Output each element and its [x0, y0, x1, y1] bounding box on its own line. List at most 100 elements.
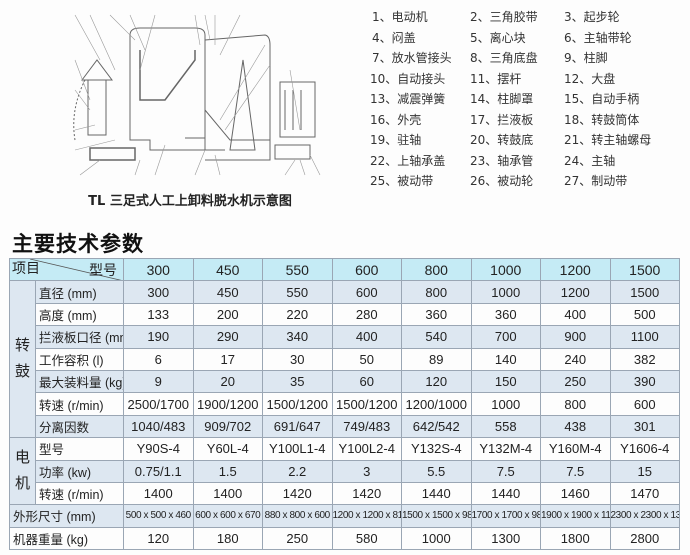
part-item: 20、转鼓底 — [470, 133, 534, 147]
part-item: 10、自动接头 — [370, 71, 446, 86]
cell-value: Y1606-4 — [609, 437, 680, 461]
model-header: 550 — [262, 257, 333, 282]
part-item: 24、主轴 — [564, 153, 616, 168]
row-label: 转速 (r/min) — [35, 481, 124, 506]
model-header: 300 — [123, 257, 194, 282]
cell-value: 438 — [540, 414, 611, 439]
part-item: 15、自动手柄 — [564, 92, 640, 106]
cell-value: 30 — [262, 347, 333, 371]
cell-value: 50 — [331, 347, 402, 371]
row-label: 工作容积 (l) — [35, 347, 124, 371]
part-item: 8、三角底盘 — [470, 51, 538, 65]
model-header: 1200 — [540, 257, 611, 282]
part-item: 14、柱脚罩 — [470, 92, 534, 106]
cell-value: 390 — [609, 369, 680, 394]
cell-value: Y60L-4 — [192, 437, 263, 461]
cell-value: 7.5 — [540, 459, 611, 483]
cell-value: 1440 — [470, 481, 541, 506]
cell-value: 700 — [470, 325, 541, 349]
cell-value: 340 — [262, 325, 333, 349]
cell-value: 150 — [470, 369, 541, 394]
cell-value: 2500/1700 — [123, 392, 194, 416]
cell-value: 1200/1000 — [401, 392, 472, 416]
cell-value: 200 — [192, 302, 263, 327]
part-item: 13、减震弹簧 — [370, 92, 446, 106]
header-row: 项目 型号 300 450 550 600 800 1000 1200 1500 — [9, 257, 680, 282]
cell-value: 500 x 500 x 460 — [123, 504, 194, 528]
corner-model-label: 型号 — [89, 262, 117, 278]
cell-value: 800 — [540, 392, 611, 416]
table-row: 高度 (mm) 133 200 220 280 360 360 400 500 — [10, 302, 680, 327]
part-item: 23、轴承管 — [470, 153, 534, 168]
cell-value: 2800 — [609, 526, 680, 551]
cell-value: 1000 — [401, 526, 472, 551]
cell-value: 600 x 600 x 670 — [192, 504, 263, 528]
group-label: 转鼓 — [9, 280, 36, 439]
cell-value: 7.5 — [470, 459, 541, 483]
cell-value: 450 — [192, 280, 263, 304]
row-label: 拦液板口径 (mm) — [35, 325, 124, 349]
cell-value: 580 — [331, 526, 402, 551]
technical-parameters-table: 项目 型号 300 450 550 600 800 1000 1200 1500 转鼓直径 (mm)… — [9, 257, 680, 551]
cell-value: 1500 x 1500 x 980 — [401, 504, 472, 528]
cell-value: 220 — [262, 302, 333, 327]
cell-value: 1440 — [401, 481, 472, 506]
cell-value: 600 — [331, 280, 402, 304]
cell-value: 2.2 — [262, 459, 333, 483]
part-item: 1、电动机 — [372, 10, 428, 24]
table-row: 分离因数 1040/483 909/702 691/647 749/483 642/542… — [10, 414, 680, 439]
part-item: 21、转主轴螺母 — [564, 133, 652, 147]
cell-value: 1040/483 — [123, 414, 194, 439]
section-title: 主要技术参数 — [12, 232, 144, 256]
corner-diagonal — [30, 259, 121, 280]
cell-value: 400 — [331, 325, 402, 349]
cell-value: 240 — [540, 347, 611, 371]
cell-value: 1400 — [123, 481, 194, 506]
cell-value: 1000 — [470, 280, 541, 304]
part-item: 26、被动轮 — [470, 174, 534, 188]
cell-value: 60 — [331, 369, 402, 394]
cell-value: 301 — [609, 414, 680, 439]
cell-value: 15 — [609, 459, 680, 483]
cell-value: 558 — [470, 414, 541, 439]
model-header: 800 — [401, 257, 472, 282]
cell-value: Y90S-4 — [123, 437, 194, 461]
cell-value: 190 — [123, 325, 194, 349]
cell-value: 1800 — [540, 526, 611, 551]
part-item: 16、外壳 — [370, 112, 422, 127]
cell-value: 300 — [123, 280, 194, 304]
table-row: 最大装料量 (kg) 9 20 35 60 120 150 250 390 — [10, 369, 680, 394]
cell-value: Y132S-4 — [401, 437, 472, 461]
part-item: 19、驻轴 — [370, 133, 422, 147]
cell-value: 133 — [123, 302, 194, 327]
cell-value: 1420 — [262, 481, 333, 506]
corner-item-label: 项目 — [12, 260, 40, 277]
cell-value: 1300 — [470, 526, 541, 551]
cell-value: 1470 — [609, 481, 680, 506]
part-item: 18、转鼓筒体 — [564, 112, 640, 127]
cell-value: 1700 x 1700 x 980 — [470, 504, 541, 528]
row-label: 分离因数 — [35, 414, 124, 439]
cell-value: 400 — [540, 302, 611, 327]
cell-value: 17 — [192, 347, 263, 371]
centrifuge-schematic-diagram — [73, 14, 321, 176]
row-label: 高度 (mm) — [35, 302, 124, 327]
cell-value: 1100 — [609, 325, 680, 349]
cell-value: Y100L1-4 — [262, 437, 333, 461]
cell-value: 1500 — [609, 280, 680, 304]
cell-value: Y160M-4 — [540, 437, 611, 461]
table-row: 转鼓直径 (mm) 300 450 550 600 800 1000 1200 1500 — [9, 280, 680, 439]
part-item: 25、被动带 — [370, 174, 434, 188]
part-item: 2、三角胶带 — [470, 10, 538, 24]
header-corner: 项目 型号 — [9, 257, 124, 282]
cell-value: 1500/1200 — [262, 392, 333, 416]
cell-value: 1420 — [331, 481, 402, 506]
part-item: 3、起步轮 — [564, 10, 620, 24]
table-row: 电机型号 Y90S-4 Y60L-4 Y100L1-4 Y100L2-4 Y132S-4 Y… — [9, 437, 680, 506]
cell-value: 1400 — [192, 481, 263, 506]
cell-value: 250 — [540, 369, 611, 394]
table-row: 功率 (kw) 0.75/1.1 1.5 2.2 3 5.5 7.5 7.5 15 — [10, 459, 680, 483]
part-item: 11、摆杆 — [470, 71, 522, 86]
cell-value: 1200 x 1200 x 810 — [331, 504, 402, 528]
row-label: 转速 (r/min) — [35, 392, 124, 416]
